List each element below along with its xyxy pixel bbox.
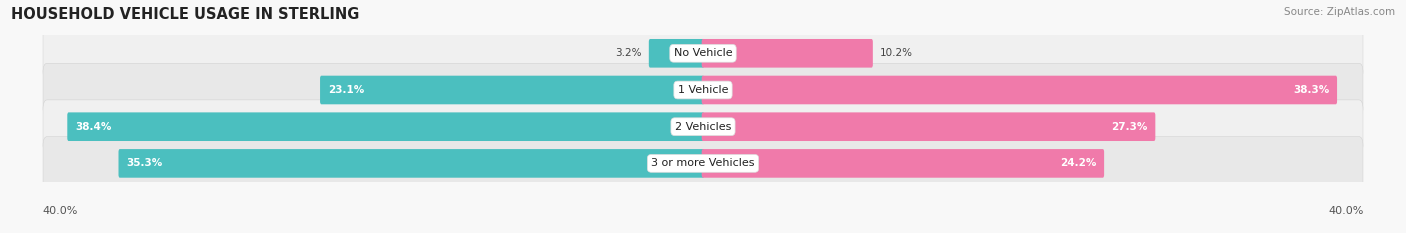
Text: 3 or more Vehicles: 3 or more Vehicles: [651, 158, 755, 168]
Text: 24.2%: 24.2%: [1060, 158, 1097, 168]
FancyBboxPatch shape: [44, 27, 1362, 80]
Text: Source: ZipAtlas.com: Source: ZipAtlas.com: [1284, 7, 1395, 17]
Text: 2 Vehicles: 2 Vehicles: [675, 122, 731, 132]
FancyBboxPatch shape: [702, 149, 1104, 178]
FancyBboxPatch shape: [44, 137, 1362, 190]
FancyBboxPatch shape: [44, 100, 1362, 154]
Text: 40.0%: 40.0%: [1329, 206, 1364, 216]
Text: 3.2%: 3.2%: [616, 48, 643, 58]
FancyBboxPatch shape: [44, 63, 1362, 117]
Text: 1 Vehicle: 1 Vehicle: [678, 85, 728, 95]
FancyBboxPatch shape: [702, 112, 1156, 141]
Text: 38.4%: 38.4%: [75, 122, 111, 132]
Text: HOUSEHOLD VEHICLE USAGE IN STERLING: HOUSEHOLD VEHICLE USAGE IN STERLING: [11, 7, 360, 22]
Text: 27.3%: 27.3%: [1111, 122, 1147, 132]
FancyBboxPatch shape: [67, 112, 704, 141]
FancyBboxPatch shape: [118, 149, 704, 178]
FancyBboxPatch shape: [702, 39, 873, 68]
Text: 10.2%: 10.2%: [880, 48, 912, 58]
FancyBboxPatch shape: [702, 76, 1337, 104]
Text: 38.3%: 38.3%: [1294, 85, 1329, 95]
FancyBboxPatch shape: [321, 76, 704, 104]
Text: 23.1%: 23.1%: [328, 85, 364, 95]
Text: 35.3%: 35.3%: [127, 158, 163, 168]
Text: No Vehicle: No Vehicle: [673, 48, 733, 58]
Text: 40.0%: 40.0%: [42, 206, 77, 216]
FancyBboxPatch shape: [648, 39, 704, 68]
